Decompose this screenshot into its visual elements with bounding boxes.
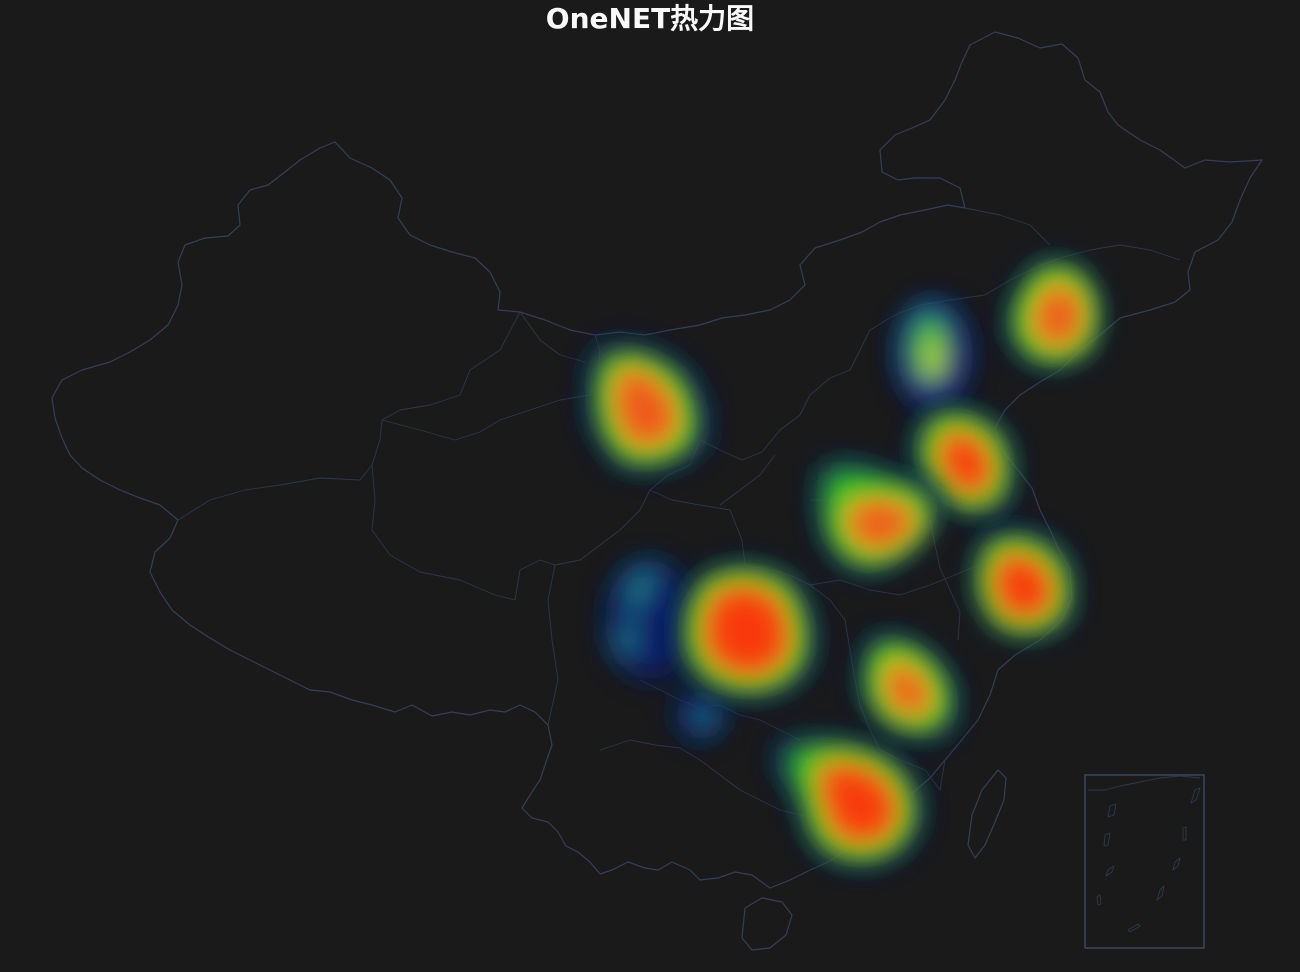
hotspot-liaoning <box>1005 257 1102 369</box>
hotspot-guangdong <box>774 736 925 869</box>
country-border <box>51 31 1263 951</box>
hotspot-jiangsu <box>972 527 1076 639</box>
hotspot-ningxia <box>584 340 711 473</box>
hotspot-hunan <box>857 631 959 741</box>
hotspot-henan <box>816 461 938 575</box>
hotspot-sichuan <box>676 562 818 700</box>
south-china-sea-inset <box>1084 774 1205 949</box>
